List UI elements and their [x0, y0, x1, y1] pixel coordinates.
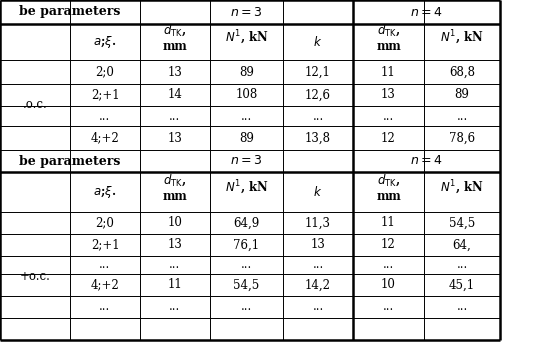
Text: 14,2: 14,2: [305, 278, 331, 292]
Text: ...: ...: [99, 110, 111, 122]
Text: $d_{\rm TK}$,
mm: $d_{\rm TK}$, mm: [163, 23, 187, 53]
Text: 4;+2: 4;+2: [91, 131, 120, 145]
Text: $N^{1}$, kN: $N^{1}$, kN: [440, 179, 484, 197]
Text: ...: ...: [457, 258, 468, 272]
Text: ...: ...: [312, 110, 324, 122]
Text: 89: 89: [239, 131, 254, 145]
Text: ...: ...: [383, 258, 394, 272]
Text: 13: 13: [311, 239, 325, 251]
Text: 11: 11: [381, 216, 396, 230]
Text: 89: 89: [454, 89, 469, 101]
Text: 13: 13: [168, 239, 183, 251]
Text: 4;+2: 4;+2: [91, 278, 120, 292]
Text: $k$: $k$: [313, 35, 323, 49]
Text: ...: ...: [457, 300, 468, 314]
Text: 64,9: 64,9: [233, 216, 260, 230]
Text: 12: 12: [381, 239, 396, 251]
Text: 2;0: 2;0: [96, 216, 114, 230]
Text: 12: 12: [381, 131, 396, 145]
Text: ...: ...: [241, 258, 252, 272]
Text: ...: ...: [383, 300, 394, 314]
Text: ...: ...: [169, 258, 180, 272]
Text: 78,6: 78,6: [449, 131, 475, 145]
Text: $n = 4$: $n = 4$: [410, 5, 443, 19]
Text: 13: 13: [381, 89, 396, 101]
Text: $a$;$\xi$.: $a$;$\xi$.: [93, 184, 116, 200]
Text: $k$: $k$: [313, 185, 323, 199]
Text: ...: ...: [99, 258, 111, 272]
Text: ...: ...: [241, 300, 252, 314]
Text: $d_{\rm TK}$,
mm: $d_{\rm TK}$, mm: [163, 173, 187, 203]
Text: 54,5: 54,5: [233, 278, 260, 292]
Text: ...: ...: [99, 300, 111, 314]
Text: ...: ...: [241, 110, 252, 122]
Text: 68,8: 68,8: [449, 66, 475, 79]
Text: 11: 11: [381, 66, 396, 79]
Text: 45,1: 45,1: [449, 278, 475, 292]
Text: 11: 11: [168, 278, 183, 292]
Text: ...: ...: [312, 258, 324, 272]
Text: 2;+1: 2;+1: [91, 239, 119, 251]
Text: $d_{\rm TK}$,
mm: $d_{\rm TK}$, mm: [376, 173, 401, 203]
Text: be parameters: be parameters: [19, 155, 121, 168]
Text: $n = 3$: $n = 3$: [230, 155, 263, 168]
Text: $N^{1}$, kN: $N^{1}$, kN: [225, 29, 269, 47]
Text: 89: 89: [239, 66, 254, 79]
Text: 11,3: 11,3: [305, 216, 331, 230]
Text: ...: ...: [169, 110, 180, 122]
Text: 13: 13: [168, 131, 183, 145]
Text: $d_{\rm TK}$,
mm: $d_{\rm TK}$, mm: [376, 23, 401, 53]
Text: 14: 14: [168, 89, 183, 101]
Text: ...: ...: [312, 300, 324, 314]
Text: 2;0: 2;0: [96, 66, 114, 79]
Text: 2;+1: 2;+1: [91, 89, 119, 101]
Text: $N^{1}$, kN: $N^{1}$, kN: [225, 179, 269, 197]
Text: 12,6: 12,6: [305, 89, 331, 101]
Text: 108: 108: [235, 89, 257, 101]
Text: 64,: 64,: [453, 239, 472, 251]
Text: 10: 10: [168, 216, 183, 230]
Text: 12,1: 12,1: [305, 66, 331, 79]
Text: +o.c.: +o.c.: [20, 269, 50, 283]
Text: 76,1: 76,1: [233, 239, 260, 251]
Text: 10: 10: [381, 278, 396, 292]
Text: $n = 3$: $n = 3$: [230, 5, 263, 19]
Text: $n = 4$: $n = 4$: [410, 155, 443, 168]
Text: ...: ...: [383, 110, 394, 122]
Text: 13,8: 13,8: [305, 131, 331, 145]
Text: 13: 13: [168, 66, 183, 79]
Text: $a$;$\xi$.: $a$;$\xi$.: [93, 34, 116, 50]
Text: be parameters: be parameters: [19, 5, 121, 19]
Text: ...: ...: [457, 110, 468, 122]
Text: .o.c.: .o.c.: [22, 99, 48, 111]
Text: ...: ...: [169, 300, 180, 314]
Text: 54,5: 54,5: [449, 216, 475, 230]
Text: $N^{1}$, kN: $N^{1}$, kN: [440, 29, 484, 47]
